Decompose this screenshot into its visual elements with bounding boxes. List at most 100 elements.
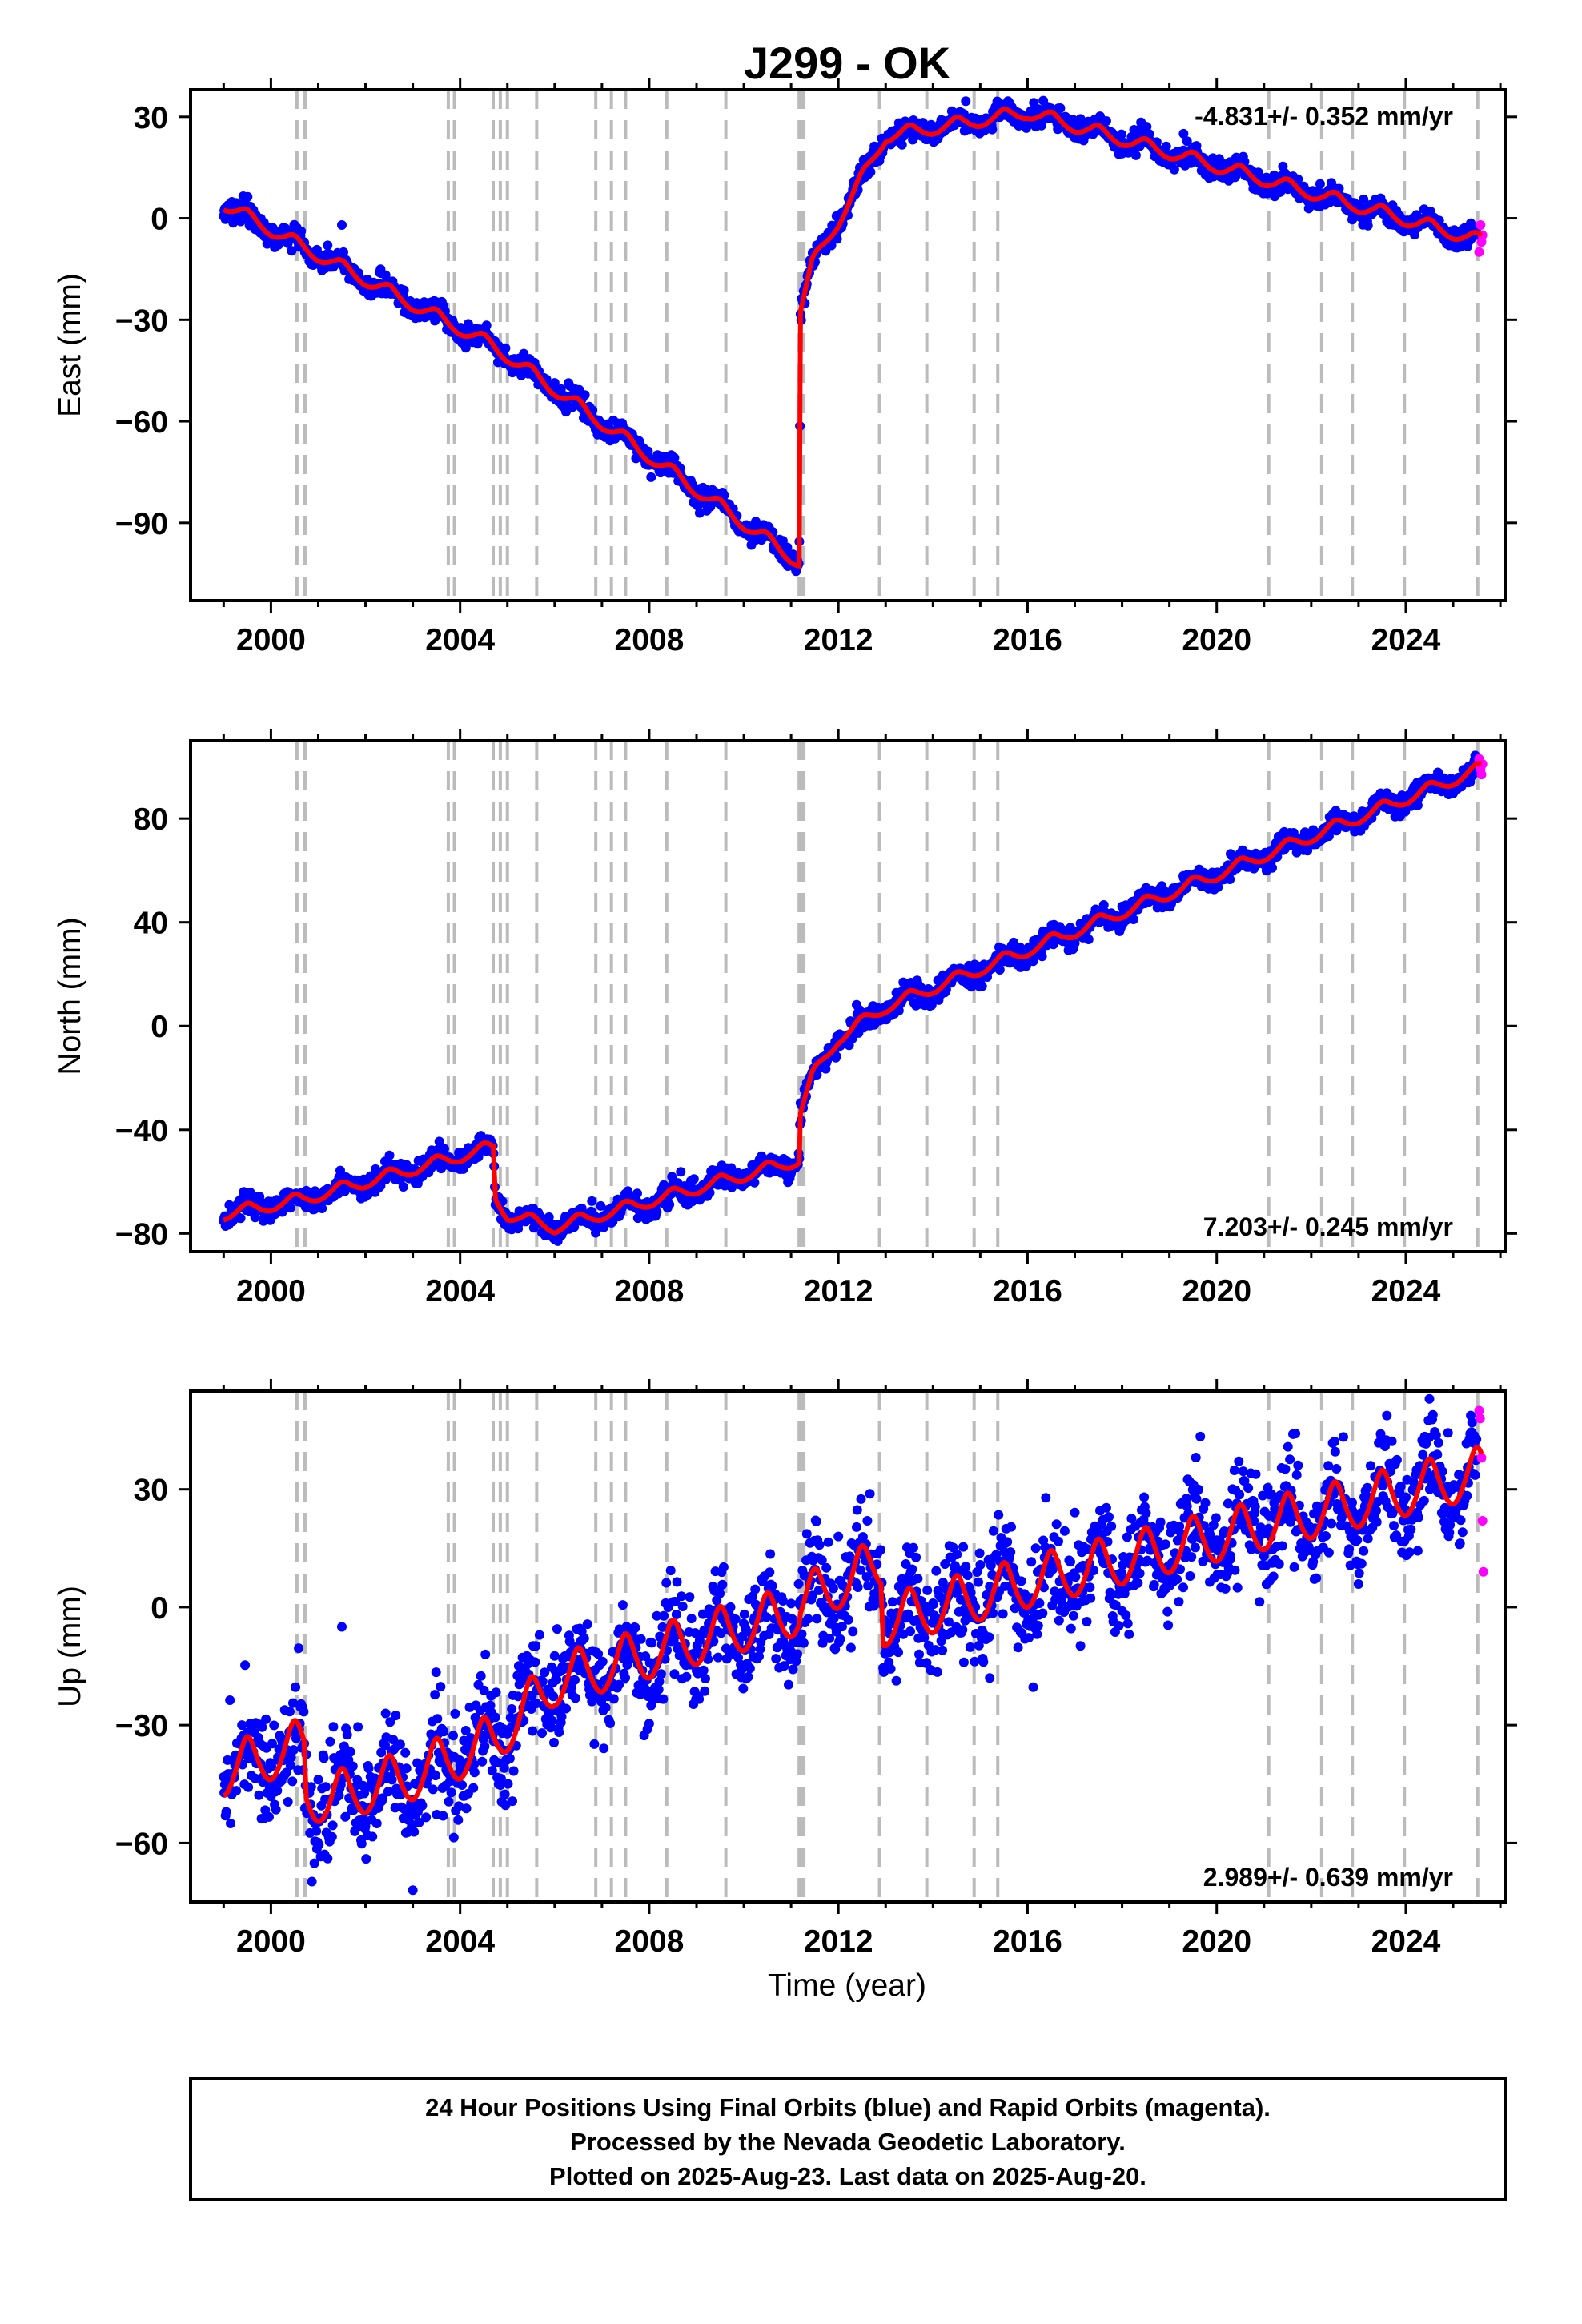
data-point: [547, 1715, 557, 1726]
data-point: [508, 1766, 519, 1776]
data-point: [228, 218, 239, 228]
data-point: [428, 1784, 438, 1795]
data-point: [261, 1714, 271, 1724]
data-point: [636, 1634, 646, 1644]
east-y-axis-label: East (mm): [53, 273, 87, 417]
data-point: [240, 1660, 251, 1671]
data-point: [589, 1739, 600, 1749]
east-y-ticks: 300−30−60−90: [115, 101, 1517, 541]
y-tick-label: −30: [115, 304, 168, 338]
data-point: [531, 1641, 541, 1651]
x-tick-label: 2016: [993, 623, 1062, 657]
data-point: [582, 1619, 592, 1630]
data-point: [363, 1763, 374, 1774]
data-point: [431, 1771, 440, 1781]
data-point: [897, 139, 907, 150]
y-tick-label: 0: [151, 203, 168, 237]
data-point: [643, 446, 653, 456]
north-rate-label: 7.203+/- 0.245 mm/yr: [1203, 1212, 1453, 1241]
data-point: [632, 1188, 642, 1199]
data-point: [264, 1811, 274, 1822]
data-point: [431, 1667, 441, 1678]
up-final-orbit-points: [219, 1393, 1482, 1896]
data-point: [503, 1779, 513, 1789]
data-point: [579, 1633, 589, 1643]
data-point: [339, 247, 348, 257]
data-point: [686, 1614, 697, 1624]
data-point: [291, 1733, 301, 1743]
data-point: [291, 1682, 301, 1692]
data-point: [534, 1630, 544, 1640]
data-point: [549, 1738, 559, 1747]
data-point: [476, 1671, 486, 1681]
data-point: [987, 124, 998, 135]
data-point: [652, 1207, 662, 1217]
data-point: [468, 1783, 479, 1793]
rapid-point: [1476, 220, 1486, 231]
data-point: [694, 1694, 705, 1704]
data-point: [311, 1826, 322, 1836]
data-point: [646, 472, 656, 482]
data-point: [1363, 220, 1373, 231]
data-point: [231, 1786, 242, 1796]
x-tick-label: 2020: [1182, 623, 1251, 657]
data-point: [432, 1714, 443, 1724]
data-point: [314, 1839, 324, 1850]
data-point: [681, 1671, 692, 1682]
data-point: [658, 1694, 669, 1704]
data-point: [235, 1213, 246, 1224]
data-point: [669, 452, 680, 463]
data-point: [356, 1839, 367, 1849]
data-point: [1161, 141, 1171, 151]
y-tick-label: 40: [134, 907, 168, 941]
data-point: [548, 1691, 559, 1702]
north-y-axis-label: North (mm): [53, 917, 87, 1075]
data-point: [617, 1600, 628, 1610]
data-point: [676, 1167, 686, 1177]
north-final-orbit-points: [219, 750, 1482, 1246]
data-point: [323, 1853, 333, 1864]
data-point: [272, 1786, 283, 1795]
data-point: [444, 1796, 454, 1807]
data-point: [977, 981, 987, 991]
data-point: [448, 1832, 459, 1843]
data-point: [453, 1815, 464, 1825]
x-tick-label: 2012: [804, 1274, 873, 1309]
data-point: [480, 1741, 490, 1751]
y-tick-label: 0: [151, 1010, 168, 1044]
x-tick-label: 2008: [615, 623, 685, 657]
east-rate-label: -4.831+/- 0.352 mm/yr: [1195, 102, 1453, 131]
north-panel: 2000 2004 2008 2012 2016 2020 2024 80400−40−80…: [53, 729, 1517, 1309]
data-point: [320, 1782, 331, 1792]
data-point: [580, 390, 590, 400]
data-point: [561, 1703, 571, 1714]
y-tick-label: 30: [134, 101, 168, 135]
data-point: [436, 1682, 446, 1692]
y-tick-label: −40: [115, 1114, 168, 1148]
data-point: [481, 320, 492, 331]
data-point: [554, 1727, 564, 1737]
data-point: [383, 1787, 393, 1797]
data-point: [395, 1739, 405, 1750]
data-point: [1083, 935, 1094, 944]
data-point: [401, 1763, 412, 1774]
x-tick-label: 2004: [425, 623, 495, 657]
data-point: [271, 1804, 281, 1815]
data-point: [288, 1745, 299, 1755]
data-point: [597, 1656, 608, 1667]
data-point: [549, 1651, 560, 1661]
data-point: [656, 1669, 666, 1679]
data-point: [313, 1775, 323, 1785]
data-point: [665, 1200, 675, 1210]
data-point: [490, 1712, 500, 1723]
data-point: [430, 1690, 440, 1700]
data-point: [409, 1827, 420, 1837]
rapid-point: [1476, 770, 1487, 780]
data-point: [689, 1174, 699, 1184]
data-point: [1055, 103, 1066, 113]
data-point: [1315, 179, 1325, 189]
data-point: [719, 490, 729, 501]
data-point: [608, 1694, 619, 1704]
data-point: [221, 1807, 231, 1817]
